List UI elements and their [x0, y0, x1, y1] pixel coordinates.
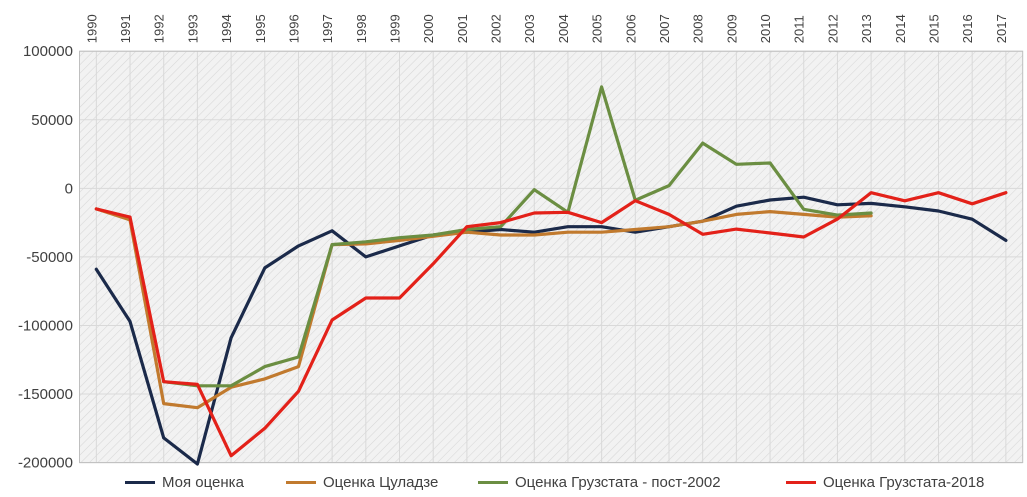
svg-text:2013: 2013: [859, 14, 874, 43]
svg-text:-50000: -50000: [26, 249, 73, 266]
svg-text:2016: 2016: [960, 14, 975, 43]
svg-text:2009: 2009: [724, 14, 739, 43]
svg-text:2004: 2004: [556, 14, 571, 43]
svg-text:100000: 100000: [23, 43, 73, 60]
svg-text:2001: 2001: [455, 14, 470, 43]
svg-text:0: 0: [65, 180, 73, 197]
svg-text:1995: 1995: [253, 14, 268, 43]
svg-text:2012: 2012: [825, 14, 840, 43]
svg-text:1996: 1996: [286, 14, 301, 43]
svg-text:2011: 2011: [792, 15, 807, 43]
svg-text:-100000: -100000: [18, 317, 73, 334]
svg-text:2006: 2006: [623, 14, 638, 43]
svg-text:2010: 2010: [758, 14, 773, 43]
svg-text:2014: 2014: [893, 14, 908, 43]
svg-text:2007: 2007: [657, 14, 672, 43]
svg-text:-200000: -200000: [18, 455, 73, 472]
svg-text:1993: 1993: [185, 14, 200, 43]
svg-text:1990: 1990: [84, 14, 99, 43]
svg-text:2017: 2017: [994, 14, 1009, 43]
svg-text:2005: 2005: [590, 14, 605, 43]
svg-text:1997: 1997: [320, 14, 335, 43]
svg-text:2003: 2003: [522, 14, 537, 43]
svg-text:50000: 50000: [31, 112, 73, 129]
svg-text:1992: 1992: [152, 14, 167, 43]
svg-text:1991: 1991: [118, 14, 133, 43]
svg-text:1998: 1998: [354, 14, 369, 43]
svg-text:-150000: -150000: [18, 386, 73, 403]
svg-text:2008: 2008: [691, 14, 706, 43]
svg-text:1999: 1999: [388, 14, 403, 43]
svg-text:2015: 2015: [926, 14, 941, 43]
svg-text:2002: 2002: [489, 14, 504, 43]
svg-text:2000: 2000: [421, 14, 436, 43]
svg-text:1994: 1994: [219, 14, 234, 43]
